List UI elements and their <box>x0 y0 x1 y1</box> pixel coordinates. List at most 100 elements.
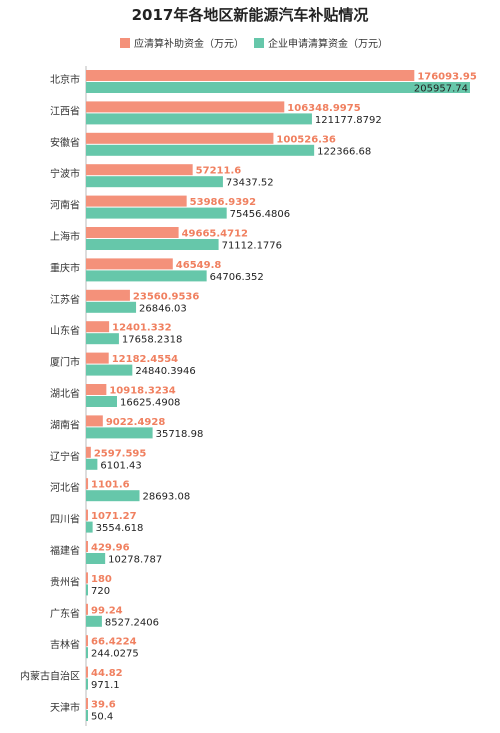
legend: 应清算补助资金（万元） 企业申请清算资金（万元） <box>120 37 388 50</box>
data-label-subsidy: 1071.27 <box>91 511 137 522</box>
bar-subsidy <box>86 541 88 552</box>
data-label-subsidy: 57211.6 <box>196 166 242 177</box>
bar-application <box>86 458 98 470</box>
bar-application <box>86 490 140 502</box>
legend-label-b: 企业申请清算资金（万元） <box>268 37 388 50</box>
bar-subsidy <box>86 478 89 490</box>
bar-subsidy <box>86 195 187 207</box>
bar-subsidy <box>86 572 88 584</box>
bar-subsidy <box>86 101 285 113</box>
data-label-subsidy: 39.6 <box>91 700 116 711</box>
data-label-subsidy: 12182.4554 <box>112 354 178 365</box>
category-label: 宁波市 <box>50 167 80 180</box>
data-label-application: 75456.4806 <box>230 209 290 220</box>
bar-application <box>86 615 102 627</box>
data-label-application: 24840.3946 <box>135 366 195 377</box>
data-label-subsidy: 180 <box>91 574 112 585</box>
bar-subsidy <box>86 227 179 238</box>
category-label: 辽宁省 <box>50 450 80 463</box>
category-label: 河北省 <box>50 481 80 494</box>
bar-subsidy <box>86 70 415 81</box>
bar-subsidy <box>86 666 88 678</box>
data-label-application: 8527.2406 <box>105 617 159 628</box>
category-label: 厦门市 <box>50 356 80 369</box>
bar-application <box>86 82 470 93</box>
data-label-subsidy: 2597.595 <box>94 448 147 459</box>
bar-subsidy <box>86 509 88 521</box>
data-label-subsidy: 49665.4712 <box>182 229 248 240</box>
legend-label-a: 应清算补助资金（万元） <box>134 37 244 50</box>
category-labels: 北京市江西省安徽省宁波市河南省上海市重庆市江苏省山东省厦门市湖北省湖南省辽宁省河… <box>20 73 80 714</box>
chart-title: 2017年各地区新能源汽车补贴情况 <box>132 6 369 24</box>
bar-application <box>86 270 207 282</box>
legend-swatch-b <box>254 38 264 48</box>
legend-swatch-a <box>120 38 130 48</box>
data-label-application: 50.4 <box>91 712 113 723</box>
category-label: 广东省 <box>50 607 80 620</box>
data-label-application: 122366.68 <box>317 146 371 157</box>
bar-application <box>86 710 88 721</box>
data-label-application: 71112.1776 <box>222 241 282 252</box>
data-label-subsidy: 1101.6 <box>91 480 130 491</box>
bar-application <box>86 239 219 250</box>
data-label-application: 244.0275 <box>91 649 139 660</box>
data-label-application: 6101.43 <box>100 460 141 471</box>
category-label: 福建省 <box>50 544 80 557</box>
data-label-subsidy: 100526.36 <box>276 134 336 145</box>
bar-application <box>86 144 315 156</box>
bar-application <box>86 678 88 690</box>
category-label: 安徽省 <box>50 136 80 149</box>
bar-subsidy <box>86 258 173 270</box>
data-label-application: 720 <box>91 586 110 597</box>
data-label-application: 16625.4908 <box>120 398 180 409</box>
data-label-application: 73437.52 <box>226 178 274 189</box>
bar-application <box>86 584 88 596</box>
data-label-subsidy: 46549.8 <box>176 260 222 271</box>
data-label-application: 17658.2318 <box>122 335 182 346</box>
bar-subsidy <box>86 635 88 647</box>
category-label: 贵州省 <box>50 575 80 588</box>
category-label: 湖南省 <box>50 418 80 431</box>
bar-subsidy <box>86 415 103 427</box>
data-label-application: 971.1 <box>91 680 120 691</box>
data-label-subsidy: 99.24 <box>91 605 123 616</box>
bar-application <box>86 301 137 313</box>
data-label-application: 10278.787 <box>108 555 162 566</box>
data-label-application: 64706.352 <box>210 272 264 283</box>
data-label-application: 28693.08 <box>142 492 190 503</box>
bar-subsidy <box>86 164 193 176</box>
data-label-application: 205957.74 <box>414 84 468 95</box>
category-label: 江苏省 <box>50 293 80 306</box>
category-label: 内蒙古自治区 <box>20 670 80 683</box>
category-label: 天津市 <box>50 701 80 714</box>
bar-subsidy <box>86 289 130 301</box>
bar-application <box>86 396 117 407</box>
data-label-subsidy: 44.82 <box>91 668 123 679</box>
bar-subsidy <box>86 603 88 615</box>
category-label: 吉林省 <box>50 638 80 651</box>
category-label: 上海市 <box>50 230 80 243</box>
data-label-subsidy: 106348.9975 <box>287 103 360 114</box>
category-label: 重庆市 <box>50 261 80 274</box>
bar-application <box>86 647 88 659</box>
bar-application <box>86 553 106 564</box>
bar-application <box>86 207 227 219</box>
bar-application <box>86 113 312 125</box>
category-label: 北京市 <box>50 73 80 86</box>
category-label: 江西省 <box>50 104 80 117</box>
bar-application <box>86 176 223 188</box>
bar-subsidy <box>86 384 107 395</box>
bar-subsidy <box>86 698 88 709</box>
bar-application <box>86 333 119 345</box>
data-label-application: 35718.98 <box>156 429 204 440</box>
category-label: 河南省 <box>50 199 80 212</box>
category-label: 湖北省 <box>50 387 80 400</box>
data-label-subsidy: 176093.95 <box>417 72 477 83</box>
data-label-application: 3554.618 <box>96 523 144 534</box>
bars <box>86 70 470 721</box>
data-label-subsidy: 23560.9536 <box>133 291 199 302</box>
bar-subsidy <box>86 132 274 144</box>
bar-subsidy <box>86 321 110 333</box>
